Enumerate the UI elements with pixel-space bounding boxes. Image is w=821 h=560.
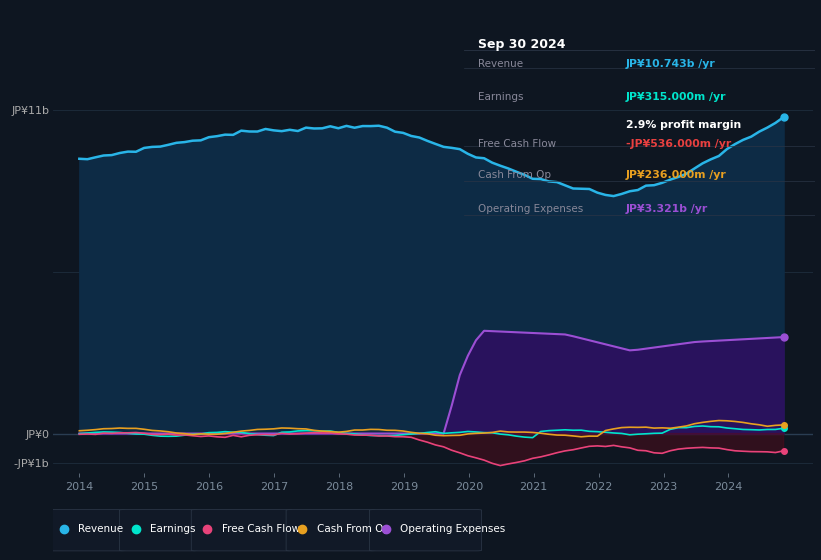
Text: Revenue: Revenue	[78, 524, 123, 534]
FancyBboxPatch shape	[369, 510, 481, 551]
FancyBboxPatch shape	[48, 510, 125, 551]
Text: Earnings: Earnings	[478, 92, 524, 102]
FancyBboxPatch shape	[191, 510, 292, 551]
FancyBboxPatch shape	[287, 510, 375, 551]
Text: JP¥315.000m /yr: JP¥315.000m /yr	[626, 92, 726, 102]
Text: Free Cash Flow: Free Cash Flow	[222, 524, 300, 534]
Text: JP¥3.321b /yr: JP¥3.321b /yr	[626, 204, 708, 214]
Text: Revenue: Revenue	[478, 59, 523, 69]
Text: Earnings: Earnings	[150, 524, 195, 534]
Text: Cash From Op: Cash From Op	[317, 524, 390, 534]
Text: JP¥10.743b /yr: JP¥10.743b /yr	[626, 59, 715, 69]
Text: Cash From Op: Cash From Op	[478, 170, 551, 180]
Text: Free Cash Flow: Free Cash Flow	[478, 139, 556, 148]
Text: -JP¥536.000m /yr: -JP¥536.000m /yr	[626, 139, 731, 148]
Text: Operating Expenses: Operating Expenses	[478, 204, 583, 214]
Text: Sep 30 2024: Sep 30 2024	[478, 38, 566, 51]
Text: JP¥236.000m /yr: JP¥236.000m /yr	[626, 170, 727, 180]
Text: 2.9% profit margin: 2.9% profit margin	[626, 120, 741, 130]
FancyBboxPatch shape	[120, 510, 197, 551]
Text: Operating Expenses: Operating Expenses	[400, 524, 505, 534]
